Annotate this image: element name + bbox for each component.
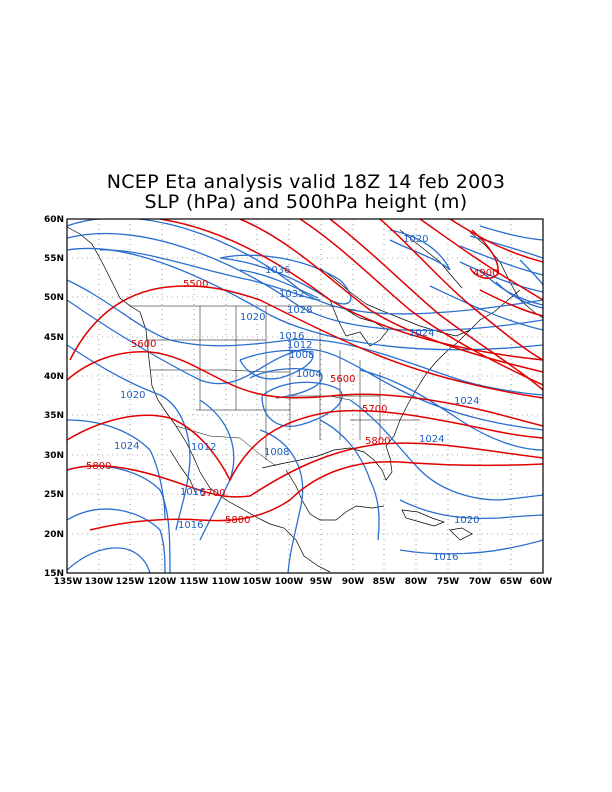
slp-label: 1024 bbox=[454, 396, 479, 407]
height-label: 5600 bbox=[131, 339, 156, 350]
lat-lon-grid bbox=[67, 219, 543, 573]
height-label: 5800 bbox=[225, 515, 250, 526]
slp-label: 1028 bbox=[287, 305, 312, 316]
height-label: 5700 bbox=[200, 488, 225, 499]
slp-label: 1020 bbox=[240, 312, 265, 323]
lat-label: 55N bbox=[44, 254, 64, 264]
lon-label: 135W bbox=[54, 577, 83, 587]
lon-label: 75W bbox=[437, 577, 460, 587]
lat-label: 50N bbox=[44, 293, 64, 303]
slp-label: 1020 bbox=[403, 234, 428, 245]
slp-label: 1016 bbox=[178, 520, 203, 531]
lat-label: 25N bbox=[44, 490, 64, 500]
slp-label: 1004 bbox=[296, 369, 321, 380]
lon-label: 60W bbox=[530, 577, 553, 587]
lon-label: 120W bbox=[148, 577, 177, 587]
lon-label: 130W bbox=[85, 577, 114, 587]
slp-label: 1012 bbox=[191, 442, 216, 453]
lat-label: 35N bbox=[44, 411, 64, 421]
lon-label: 115W bbox=[180, 577, 209, 587]
slp-label: 1016 bbox=[433, 552, 458, 563]
lon-label: 65W bbox=[500, 577, 523, 587]
slp-label: 1024 bbox=[409, 328, 434, 339]
slp-label: 1020 bbox=[120, 390, 145, 401]
slp-label: 1016 bbox=[279, 331, 304, 342]
lat-label: 45N bbox=[44, 333, 64, 343]
lon-label: 90W bbox=[342, 577, 365, 587]
lat-label: 40N bbox=[44, 372, 64, 382]
map-frame bbox=[66, 218, 544, 574]
slp-label: 1012 bbox=[287, 340, 312, 351]
slp-label: 1008 bbox=[264, 447, 289, 458]
lon-label: 70W bbox=[469, 577, 492, 587]
lon-label: 125W bbox=[116, 577, 145, 587]
lon-label: 100W bbox=[275, 577, 304, 587]
height-label: 5700 bbox=[362, 404, 387, 415]
slp-label: 1024 bbox=[114, 441, 139, 452]
slp-label: 1016 bbox=[180, 487, 205, 498]
lon-label: 80W bbox=[405, 577, 428, 587]
lon-label: 110W bbox=[212, 577, 241, 587]
lon-label: 105W bbox=[243, 577, 272, 587]
height-label: 5800 bbox=[365, 436, 390, 447]
lon-label: 85W bbox=[373, 577, 396, 587]
height-label: 5500 bbox=[183, 279, 208, 290]
slp-label: 1008 bbox=[289, 350, 314, 361]
map-title-line1: NCEP Eta analysis valid 18Z 14 feb 2003 bbox=[106, 171, 506, 193]
height-labels: 4900 5500 5600 5600 5700 5800 5800 5700 … bbox=[86, 268, 498, 526]
lat-label: 15N bbox=[44, 569, 64, 579]
map-title-line2: SLP (hPa) and 500hPa height (m) bbox=[144, 191, 468, 213]
slp-labels: 1020 1036 1032 1028 1020 1016 1012 1008 … bbox=[114, 234, 479, 563]
lat-label: 20N bbox=[44, 530, 64, 540]
lon-label: 95W bbox=[310, 577, 333, 587]
height-label: 5800 bbox=[86, 461, 111, 472]
height-label: 5600 bbox=[330, 374, 355, 385]
slp-label: 1020 bbox=[454, 515, 479, 526]
lat-label: 30N bbox=[44, 451, 64, 461]
lat-label: 60N bbox=[44, 215, 64, 225]
lon-axis-labels: 135W 130W 125W 120W 115W 110W 105W 100W … bbox=[54, 577, 553, 587]
slp-label: 1032 bbox=[279, 289, 304, 300]
lat-axis-labels: 60N 55N 50N 45N 40N 35N 30N 25N 20N 15N bbox=[44, 215, 64, 579]
height-contours bbox=[67, 219, 543, 531]
slp-label: 1024 bbox=[419, 434, 444, 445]
slp-label: 1036 bbox=[265, 265, 290, 276]
height-label: 4900 bbox=[473, 268, 498, 279]
